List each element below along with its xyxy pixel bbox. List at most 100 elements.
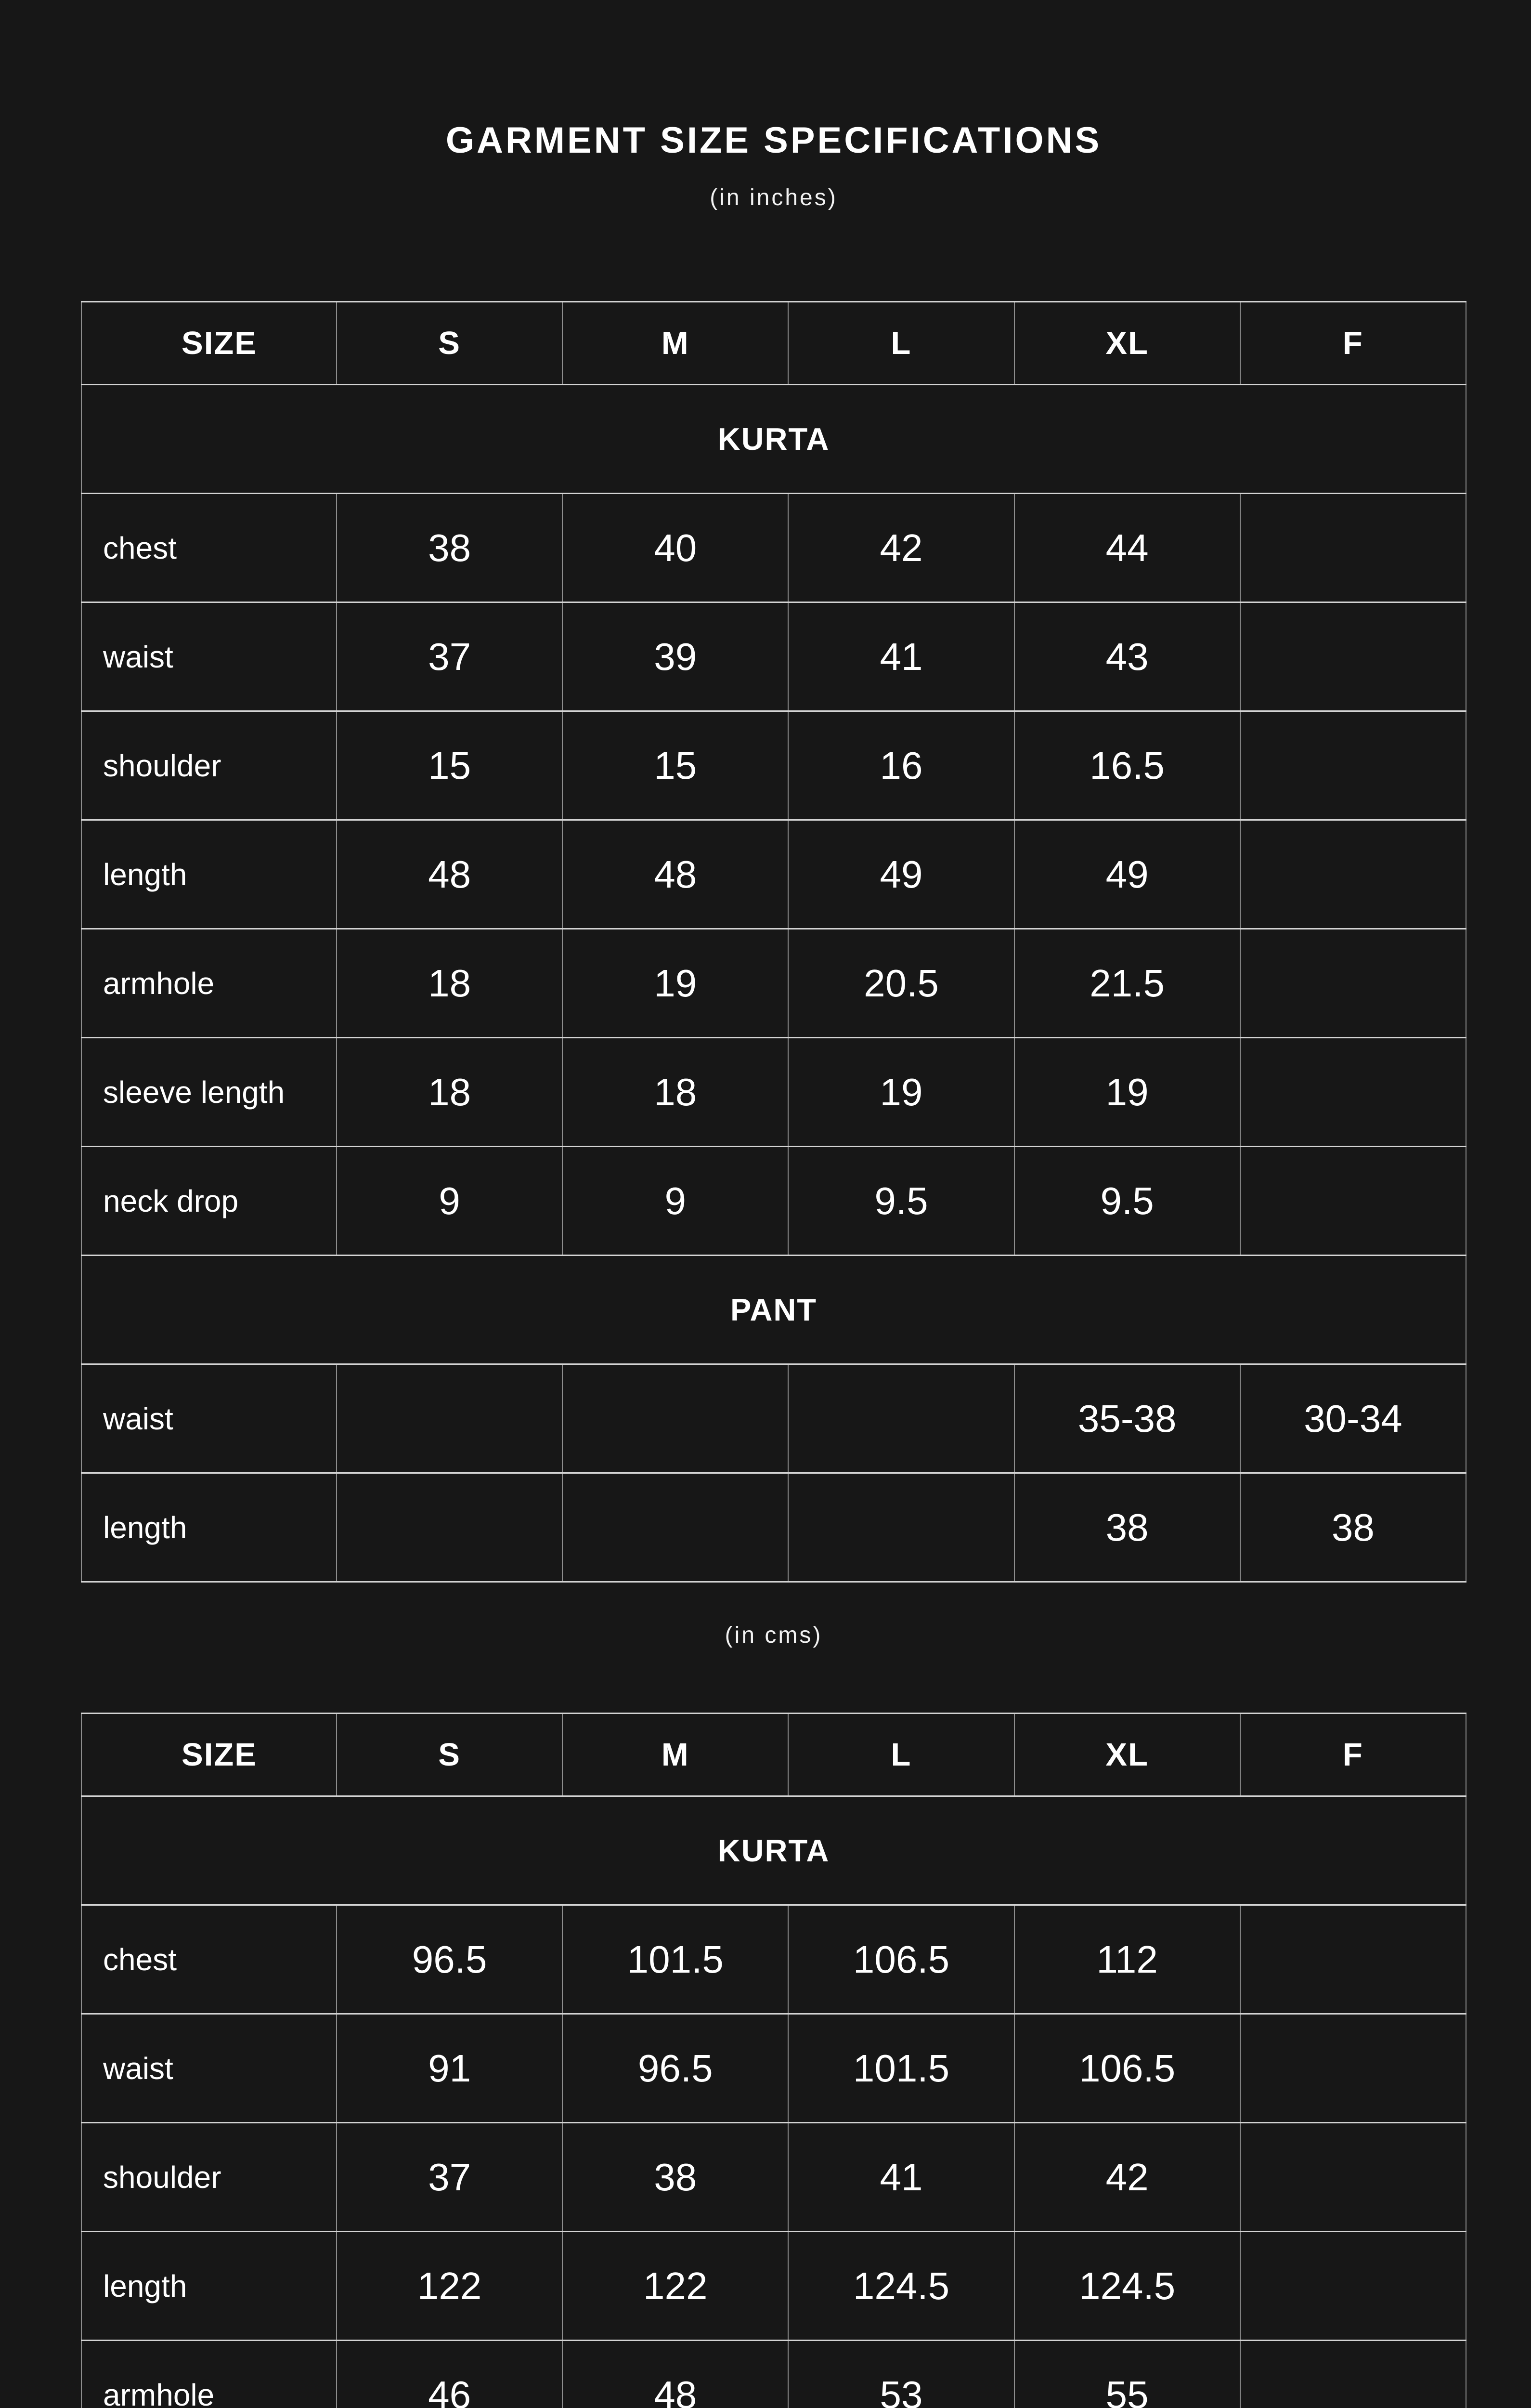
row-label: armhole bbox=[81, 2340, 337, 2408]
cell-value: 38 bbox=[336, 493, 563, 603]
cell-value: 46 bbox=[336, 2340, 563, 2408]
row-label: waist bbox=[81, 2013, 337, 2123]
table-row: length 48 48 49 49 bbox=[81, 819, 1467, 929]
cell-value: 41 bbox=[788, 602, 1015, 712]
cell-value: 9 bbox=[562, 1146, 789, 1256]
cell-value: 19 bbox=[1013, 1037, 1241, 1147]
cell-value: 43 bbox=[1013, 602, 1241, 712]
column-header-m: M bbox=[562, 301, 789, 385]
row-label: length bbox=[81, 2231, 337, 2341]
cell-value: 9.5 bbox=[788, 1146, 1015, 1256]
cell-value: 37 bbox=[336, 2122, 563, 2232]
cell-value: 48 bbox=[562, 819, 789, 929]
cell-value bbox=[336, 1363, 563, 1474]
table-row: shoulder 37 38 41 42 bbox=[81, 2122, 1467, 2232]
column-header-f: F bbox=[1239, 1713, 1467, 1797]
cell-value bbox=[1239, 2013, 1467, 2123]
cell-value: 101.5 bbox=[562, 1904, 789, 2015]
cell-value: 124.5 bbox=[1013, 2231, 1241, 2341]
table-row: neck drop 9 9 9.5 9.5 bbox=[81, 1146, 1467, 1256]
column-header-m: M bbox=[562, 1713, 789, 1797]
section-header-row: KURTA bbox=[81, 1795, 1466, 1906]
row-label: length bbox=[81, 819, 337, 929]
cell-value: 21.5 bbox=[1013, 928, 1241, 1038]
cell-value bbox=[1239, 819, 1467, 929]
table-row: waist 37 39 41 43 bbox=[81, 602, 1467, 712]
column-header-f: F bbox=[1239, 301, 1467, 385]
cell-value: 49 bbox=[788, 819, 1015, 929]
cell-value: 42 bbox=[1013, 2122, 1241, 2232]
cell-value bbox=[1239, 1037, 1467, 1147]
cell-value: 38 bbox=[562, 2122, 789, 2232]
row-label: neck drop bbox=[81, 1146, 337, 1256]
cell-value: 91 bbox=[336, 2013, 563, 2123]
table-row: armhole 46 48 53 55 bbox=[81, 2340, 1467, 2408]
cell-value bbox=[1239, 710, 1467, 821]
cell-value bbox=[1239, 1904, 1467, 2015]
cell-value: 40 bbox=[562, 493, 789, 603]
row-label: chest bbox=[81, 1904, 337, 2015]
row-label: waist bbox=[81, 602, 337, 712]
cell-value: 96.5 bbox=[336, 1904, 563, 2015]
cell-value: 42 bbox=[788, 493, 1015, 603]
cell-value: 39 bbox=[562, 602, 789, 712]
cell-value: 18 bbox=[562, 1037, 789, 1147]
table-row: length 38 38 bbox=[81, 1472, 1467, 1583]
cell-value: 15 bbox=[336, 710, 563, 821]
cell-value: 41 bbox=[788, 2122, 1015, 2232]
cell-value: 122 bbox=[336, 2231, 563, 2341]
column-header-size: SIZE bbox=[81, 1713, 337, 1797]
cell-value: 20.5 bbox=[788, 928, 1015, 1038]
cell-value bbox=[1239, 2122, 1467, 2232]
cell-value: 122 bbox=[562, 2231, 789, 2341]
cell-value: 19 bbox=[562, 928, 789, 1038]
table-row: shoulder 15 15 16 16.5 bbox=[81, 710, 1467, 821]
cell-value bbox=[1239, 2340, 1467, 2408]
column-header-size: SIZE bbox=[81, 301, 337, 385]
cell-value: 19 bbox=[788, 1037, 1015, 1147]
cell-value: 53 bbox=[788, 2340, 1015, 2408]
cell-value: 44 bbox=[1013, 493, 1241, 603]
cell-value: 18 bbox=[336, 928, 563, 1038]
cell-value bbox=[1239, 928, 1467, 1038]
cell-value: 38 bbox=[1239, 1472, 1467, 1583]
cell-value: 15 bbox=[562, 710, 789, 821]
table-row: sleeve length 18 18 19 19 bbox=[81, 1037, 1467, 1147]
cell-value: 101.5 bbox=[788, 2013, 1015, 2123]
header-row: SIZE S M L XL F bbox=[81, 1713, 1467, 1797]
table-row: waist 91 96.5 101.5 106.5 bbox=[81, 2013, 1467, 2123]
cell-value bbox=[788, 1472, 1015, 1583]
section-title-kurta: KURTA bbox=[81, 384, 1466, 494]
table-row: length 122 122 124.5 124.5 bbox=[81, 2231, 1467, 2341]
row-label: length bbox=[81, 1472, 337, 1583]
cell-value: 48 bbox=[562, 2340, 789, 2408]
cell-value bbox=[1239, 493, 1467, 603]
unit-subtitle-inches: (in inches) bbox=[710, 185, 838, 210]
table-row: chest 96.5 101.5 106.5 112 bbox=[81, 1904, 1467, 2015]
header-row: SIZE S M L XL F bbox=[81, 301, 1467, 385]
cell-value: 16.5 bbox=[1013, 710, 1241, 821]
size-table-inches: SIZE S M L XL F KURTA chest 38 40 42 44 … bbox=[81, 301, 1467, 1583]
cell-value: 49 bbox=[1013, 819, 1241, 929]
table-row: chest 38 40 42 44 bbox=[81, 493, 1467, 603]
cell-value: 48 bbox=[336, 819, 563, 929]
cell-value: 9.5 bbox=[1013, 1146, 1241, 1256]
cell-value bbox=[1239, 1146, 1467, 1256]
unit-subtitle-cms: (in cms) bbox=[725, 1623, 823, 1648]
cell-value: 96.5 bbox=[562, 2013, 789, 2123]
row-label: sleeve length bbox=[81, 1037, 337, 1147]
cell-value: 124.5 bbox=[788, 2231, 1015, 2341]
row-label: waist bbox=[81, 1363, 337, 1474]
row-label: shoulder bbox=[81, 2122, 337, 2232]
cell-value bbox=[788, 1363, 1015, 1474]
cell-value bbox=[336, 1472, 563, 1583]
section-header-row: PANT bbox=[81, 1255, 1466, 1365]
cell-value: 35-38 bbox=[1013, 1363, 1241, 1474]
table-row: waist 35-38 30-34 bbox=[81, 1363, 1467, 1474]
cell-value: 106.5 bbox=[1013, 2013, 1241, 2123]
row-label: shoulder bbox=[81, 710, 337, 821]
cell-value: 18 bbox=[336, 1037, 563, 1147]
cell-value bbox=[1239, 602, 1467, 712]
cell-value: 30-34 bbox=[1239, 1363, 1467, 1474]
section-header-row: KURTA bbox=[81, 384, 1466, 494]
